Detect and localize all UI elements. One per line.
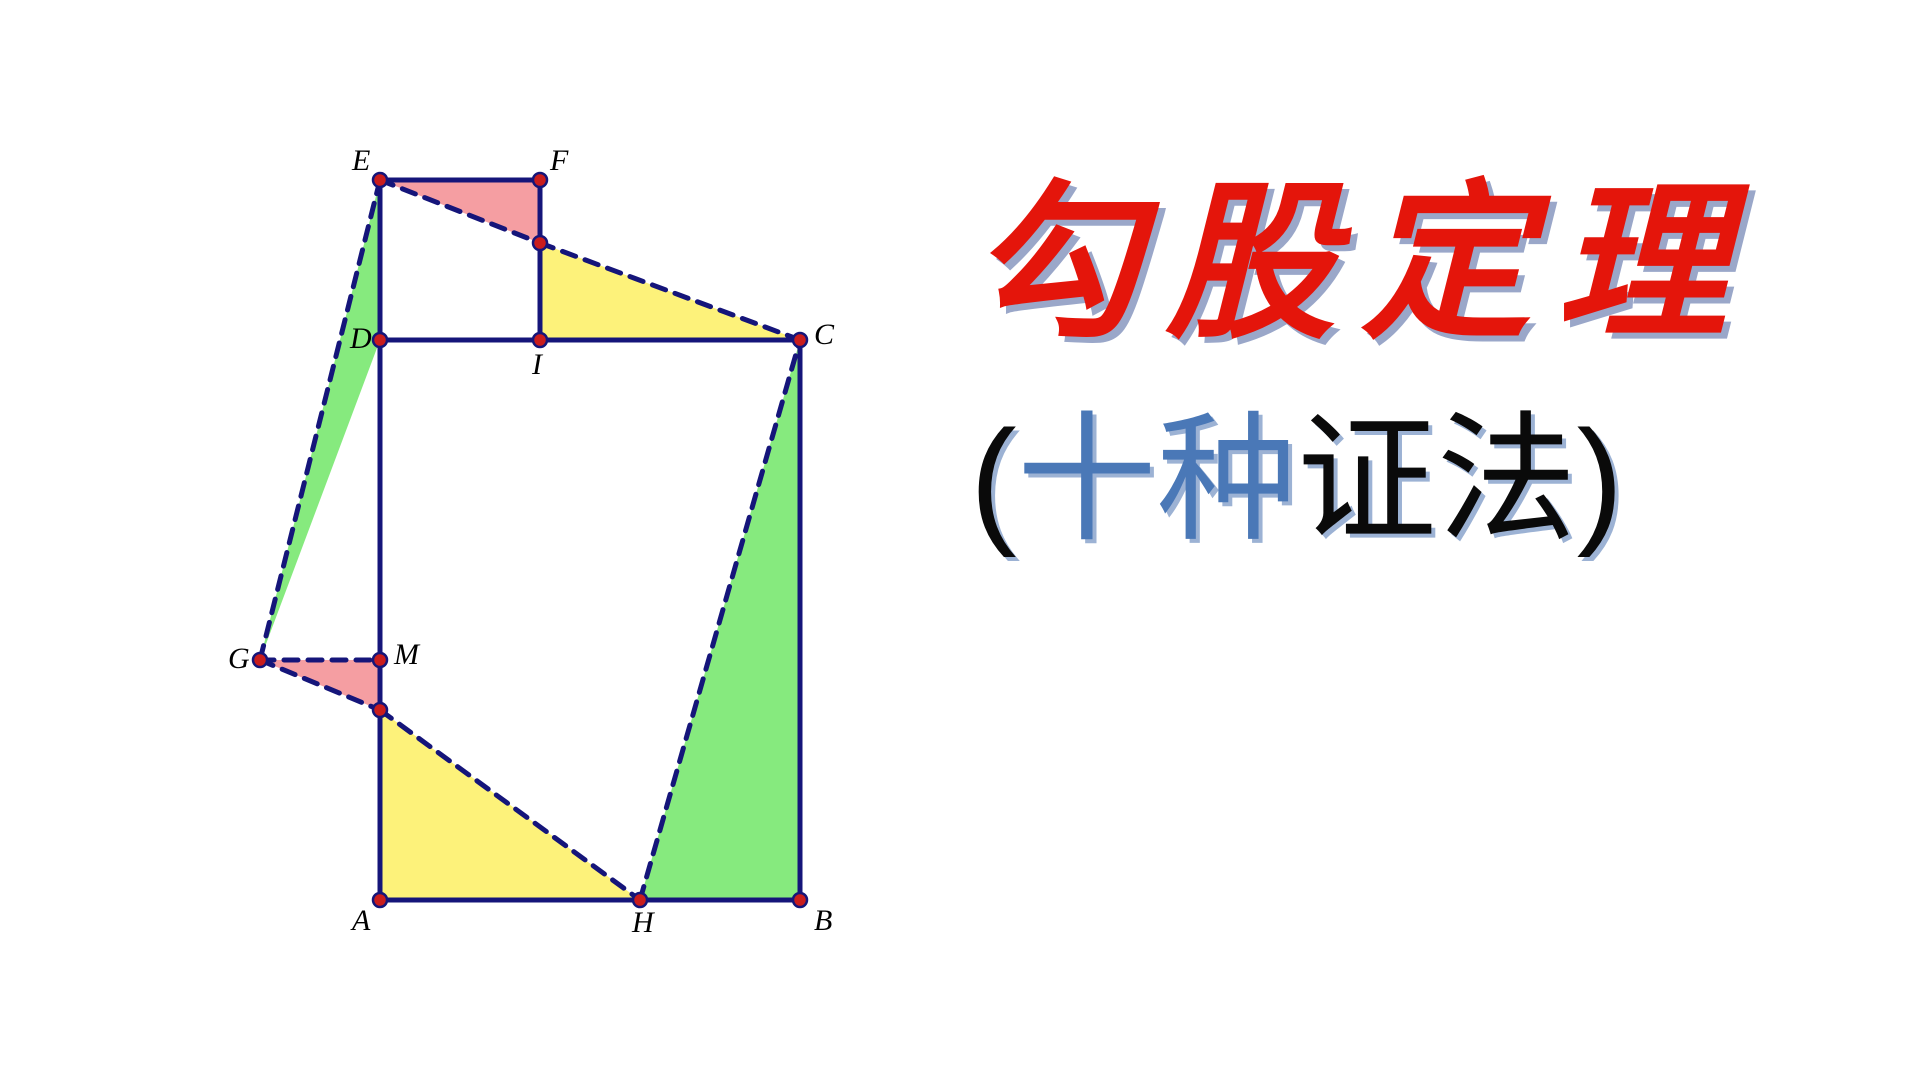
point-G: [253, 653, 267, 667]
point-M: [373, 653, 387, 667]
label-M: M: [393, 638, 421, 671]
label-H: H: [631, 906, 656, 939]
dashed-edge-E-G: [260, 180, 380, 660]
label-I: I: [531, 348, 544, 381]
label-F: F: [549, 144, 569, 177]
title-block: 勾股定理 (十种证法): [970, 180, 1752, 550]
point-A: [373, 893, 387, 907]
point-P: [533, 236, 547, 250]
label-D: D: [349, 322, 372, 355]
point-B: [793, 893, 807, 907]
label-C: C: [814, 318, 835, 351]
subtitle-part: ): [1577, 401, 1624, 558]
label-B: B: [814, 904, 832, 937]
subtitle-part: 十种: [1017, 401, 1297, 558]
point-C: [793, 333, 807, 347]
tri-FIPC-y: [540, 243, 800, 340]
point-N: [373, 703, 387, 717]
point-E: [373, 173, 387, 187]
point-F: [533, 173, 547, 187]
point-H: [633, 893, 647, 907]
point-D: [373, 333, 387, 347]
label-E: E: [351, 144, 370, 177]
point-I: [533, 333, 547, 347]
label-A: A: [350, 904, 371, 937]
subtitle-part: 证法: [1297, 401, 1577, 558]
title-main: 勾股定理: [970, 180, 1752, 350]
label-G: G: [228, 642, 250, 675]
page: A B C D E F G H I M 勾股定理 (十种证法): [0, 0, 1920, 1080]
subtitle: (十种证法): [970, 410, 1623, 550]
geometry-diagram: A B C D E F G H I M: [200, 140, 980, 965]
diagram-svg: A B C D E F G H I M: [200, 140, 980, 960]
subtitle-part: (: [970, 401, 1017, 558]
